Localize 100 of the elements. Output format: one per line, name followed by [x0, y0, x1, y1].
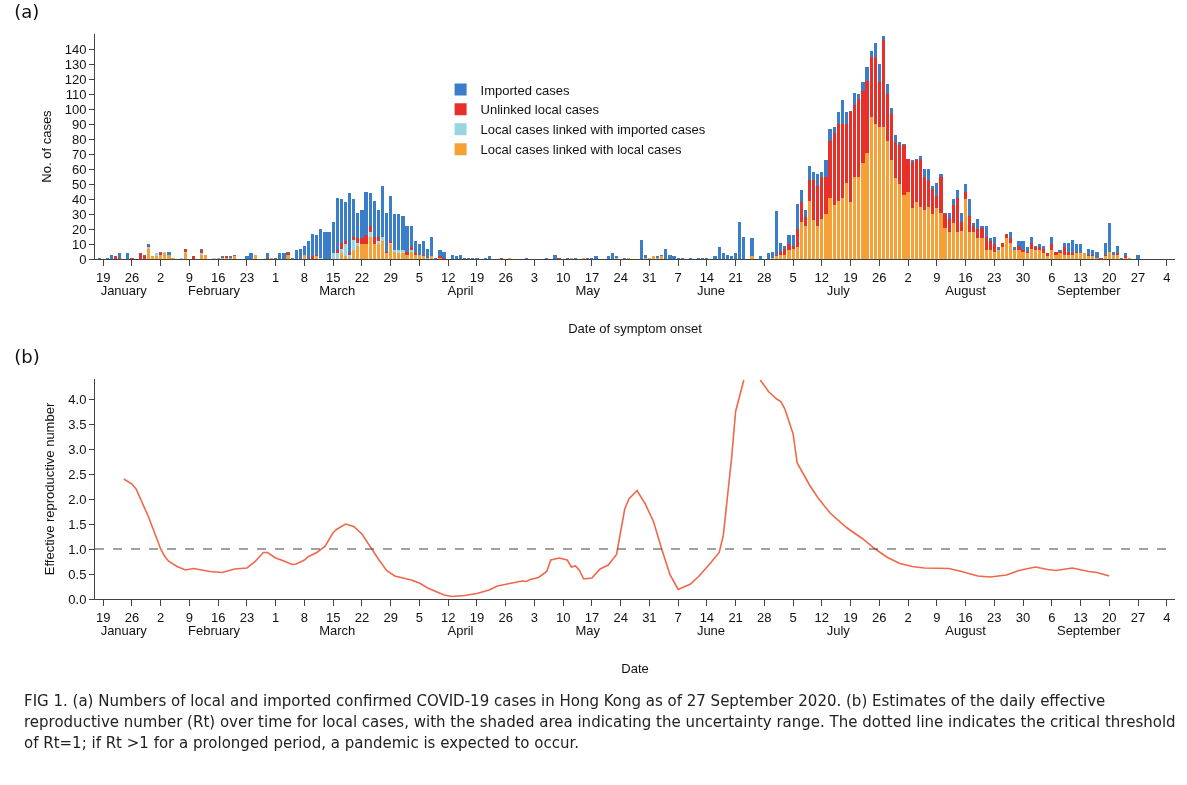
x-tick-label: 10 [555, 269, 571, 285]
y-tick-label: 0 [79, 251, 87, 267]
x2-tick-label: April [447, 283, 474, 298]
x2-tick-label: February [188, 623, 241, 638]
y-tick-label: 1.0 [68, 541, 87, 557]
y-tick-label: 110 [65, 86, 87, 102]
x-tick-label: 15 [325, 609, 341, 625]
x-tick-label: 27 [1130, 269, 1146, 285]
x-tick-label: 26 [124, 269, 140, 285]
y-tick-label: 2.0 [68, 491, 87, 507]
x-tick-label: 28 [757, 609, 772, 625]
x-tick-label: 17 [584, 609, 600, 625]
caption: FIG 1. (a) Numbers of local and imported confirmed COVID-19 cases in Hong Kong as of 27 September 2020. (b) Estimates of the daily effective reproductive number (Rt) over time for local cases, with the shaded area indicating the uncertainty range. The dotted line indicates the critical threshold of Rt=1; if Rt >1 for a prolonged period, a pandemic is expected to occur. [23, 691, 1177, 754]
legend-label: Local cases linked with imported cases [480, 122, 706, 138]
x2-tick-label: August [945, 283, 987, 298]
legend-label: Imported cases [480, 82, 570, 98]
x-tick-label: 27 [1130, 609, 1146, 625]
x-tick-label: 12 [440, 609, 456, 625]
x-axis-title: Date [621, 661, 649, 677]
x-tick-label: 16 [958, 609, 973, 625]
x-tick-label: 19 [469, 609, 485, 625]
y-tick-label: 3.5 [68, 416, 87, 432]
x2-tick-label: May [575, 623, 601, 638]
x2-tick-label: September [1056, 283, 1122, 298]
y-tick-label: 40 [71, 191, 87, 207]
y-tick-label: 0.0 [68, 591, 87, 607]
y-tick-label: 60 [71, 161, 87, 177]
x-tick-label: 4 [1163, 269, 1171, 285]
x-tick-label: 23 [239, 269, 255, 285]
y-tick-label: 80 [71, 131, 87, 147]
x-tick-label: 4 [1163, 609, 1171, 625]
x2-tick-label: July [826, 283, 851, 298]
x-tick-label: 31 [642, 269, 657, 285]
x-tick-label: 9 [933, 269, 941, 285]
x-tick-label: 29 [383, 609, 398, 625]
x-tick-label: 5 [415, 609, 424, 625]
x-tick-label: 19 [469, 269, 485, 285]
x-tick-label: 12 [814, 609, 830, 625]
x-tick-label: 26 [872, 609, 887, 625]
x-tick-label: 10 [555, 609, 571, 625]
x-tick-label: 14 [699, 269, 715, 285]
x-tick-label: 26 [872, 269, 887, 285]
x-tick-label: 9 [185, 609, 194, 625]
x-tick-label: 17 [584, 269, 600, 285]
y-tick-label: 130 [64, 56, 87, 72]
x-tick-label: 12 [814, 269, 830, 285]
x-tick-label: 30 [1015, 269, 1031, 285]
x-tick-label: 2 [904, 269, 912, 285]
x-tick-label: 21 [728, 269, 743, 285]
x-tick-label: 19 [95, 269, 111, 285]
x-tick-label: 7 [674, 609, 682, 625]
x-tick-label: 3 [530, 269, 539, 285]
x-tick-label: 19 [95, 609, 111, 625]
y-tick-label: 120 [64, 71, 87, 87]
x-tick-label: 9 [933, 609, 941, 625]
x-tick-label: 9 [185, 269, 194, 285]
chart-title: (a) [14, 0, 40, 22]
x-tick-label: 21 [728, 609, 743, 625]
x-tick-label: 24 [613, 609, 628, 625]
x-tick-label: 20 [1102, 269, 1117, 285]
y-tick-label: 30 [71, 206, 87, 222]
y-tick-label: 1.5 [68, 516, 87, 532]
x-tick-label: 26 [498, 269, 513, 285]
y-tick-label: 90 [71, 116, 87, 132]
x-tick-label: 14 [699, 609, 715, 625]
legend-label: Unlinked local cases [480, 102, 600, 118]
x-tick-label: 2 [904, 609, 912, 625]
x2-tick-label: August [945, 623, 987, 638]
y-tick-label: 0.5 [68, 566, 87, 582]
x-tick-label: 16 [210, 269, 226, 285]
x-tick-label: 31 [642, 609, 657, 625]
x2-tick-label: May [575, 283, 601, 298]
legend-label: Local cases linked with local cases [480, 142, 682, 158]
y-tick-label: 50 [71, 176, 87, 192]
x2-tick-label: February [188, 283, 241, 298]
x-tick-label: 1 [272, 269, 280, 285]
y-tick-label: 4.0 [68, 391, 87, 407]
x-tick-label: 2 [157, 609, 165, 625]
y-axis-title: Effective reproductive number [42, 402, 58, 576]
x2-tick-label: January [100, 283, 148, 298]
x-tick-label: 15 [325, 269, 341, 285]
x2-tick-label: June [696, 283, 726, 298]
x-tick-label: 13 [1073, 609, 1088, 625]
x-tick-label: 5 [789, 269, 797, 285]
y-tick-label: 100 [64, 101, 87, 117]
x-tick-label: 19 [843, 269, 858, 285]
x2-tick-label: March [319, 283, 356, 298]
x-tick-label: 30 [1015, 609, 1031, 625]
x-tick-label: 26 [498, 609, 513, 625]
x2-tick-label: March [319, 623, 356, 638]
x-tick-label: 22 [354, 609, 370, 625]
x-tick-label: 1 [272, 609, 280, 625]
x-tick-label: 6 [1048, 609, 1056, 625]
x2-tick-label: July [826, 623, 851, 638]
x-tick-label: 5 [789, 609, 797, 625]
x-tick-label: 13 [1073, 269, 1088, 285]
x-tick-label: 12 [440, 269, 456, 285]
y-tick-label: 20 [71, 221, 87, 237]
x-tick-label: 26 [124, 609, 140, 625]
x-axis-title: Date of symptom onset [568, 321, 703, 337]
